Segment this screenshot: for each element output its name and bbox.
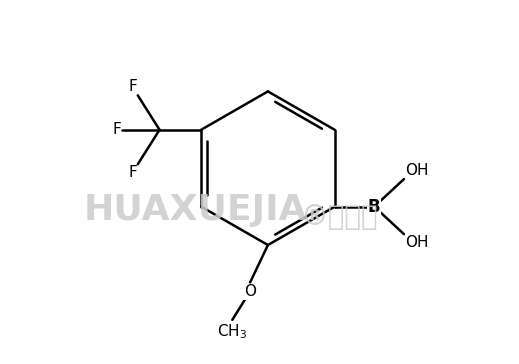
Text: HUAXUEJIA: HUAXUEJIA [84,193,307,226]
Text: F: F [112,122,121,137]
Text: F: F [128,79,137,94]
Text: B: B [368,198,380,215]
Text: O: O [244,284,256,300]
Text: CH$_3$: CH$_3$ [217,322,248,341]
Text: F: F [128,165,137,180]
Text: OH: OH [405,235,429,250]
Text: ®化学弊: ®化学弊 [301,203,378,232]
Text: OH: OH [405,163,429,178]
